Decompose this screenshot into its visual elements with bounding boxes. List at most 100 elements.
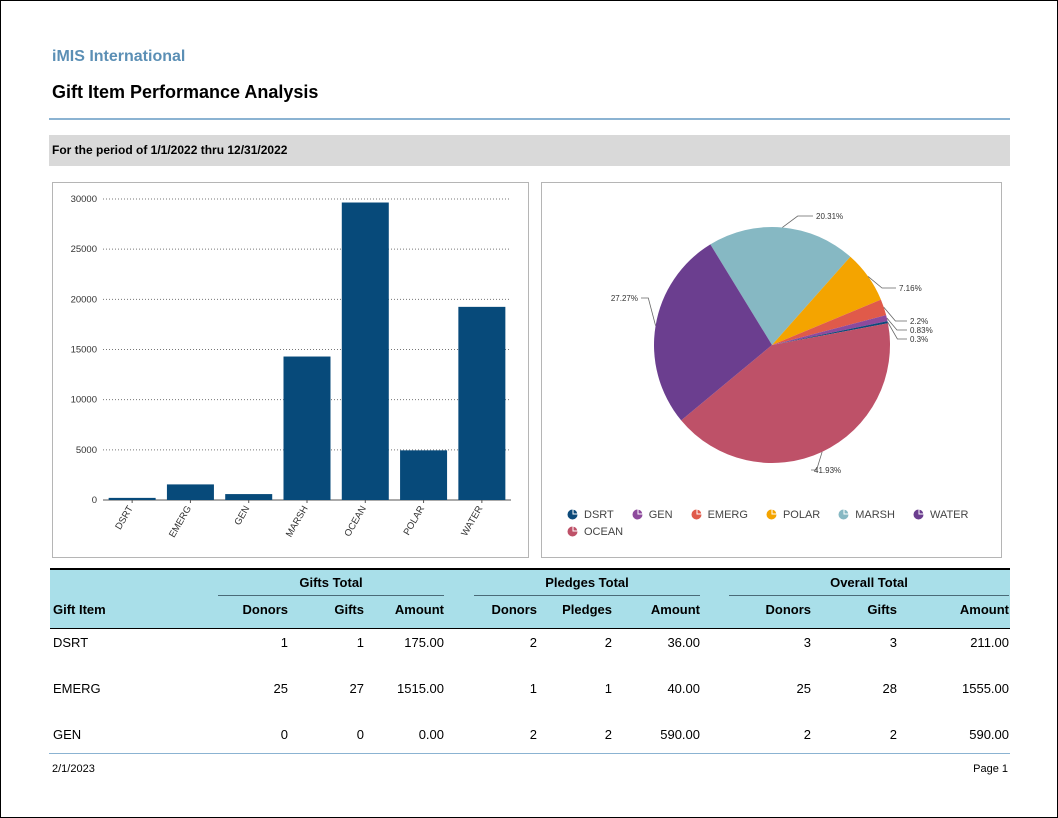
pie-label-marsh: 20.31% [816, 212, 843, 221]
bar-water [458, 306, 506, 500]
pie-label-polar: 7.16% [899, 284, 922, 293]
legend-label: OCEAN [584, 525, 624, 538]
pie-label-ocean: 41.93% [814, 466, 841, 475]
cell-gift-item: DSRT [53, 635, 89, 650]
bar-chart-panel: 0 5000 10000 15000 20000 25000 30000 DSRT EMERG G… [52, 182, 529, 558]
bar-polar [400, 450, 448, 500]
bar-dsrt [108, 497, 156, 500]
period-label: For the period of 1/1/2022 thru 12/31/20… [52, 143, 288, 157]
cell-gift-item: GEN [53, 727, 82, 742]
legend-item-dsrt: DSRT [567, 508, 614, 521]
pie-leader-line [782, 215, 813, 228]
cell-gift-item: EMERG [53, 681, 101, 696]
cell-gifts-gifts: 0 [356, 727, 364, 742]
cell-gifts-donors: 1 [280, 635, 288, 650]
group-overall-underline [729, 595, 1009, 596]
bar-marsh [283, 356, 331, 500]
y-tick-label: 0 [92, 495, 97, 506]
col-gifts-donors: Donors [242, 602, 289, 617]
cell-gifts-donors: 25 [273, 681, 288, 696]
pie-slice-ocean [681, 323, 890, 464]
cell-pledges-pledges: 2 [604, 727, 612, 742]
cell-overall-amount: 590.00 [969, 727, 1009, 742]
legend-label: WATER [929, 508, 969, 521]
legend-item-water: WATER [913, 508, 969, 521]
period-band: For the period of 1/1/2022 thru 12/31/20… [49, 135, 1010, 166]
group-gifts-total: Gifts Total [299, 575, 363, 590]
pie-swatch-icon [838, 509, 849, 520]
y-tick-label: 15000 [71, 345, 97, 356]
cell-overall-amount: 1555.00 [962, 681, 1009, 696]
pie-slice-marsh [710, 227, 851, 345]
cell-overall-donors: 3 [803, 635, 811, 650]
group-overall-total: Overall Total [830, 575, 908, 590]
pie-leader-line [883, 307, 907, 322]
pie-slice-dsrt [772, 321, 888, 345]
y-tick-label: 30000 [71, 194, 97, 205]
legend-item-marsh: MARSH [838, 508, 895, 521]
pie-chart-panel: 20.31% 7.16% 2.2% 0.83% 0.3% 41.93% 27.27% DSR… [541, 182, 1002, 558]
pie-leader-line [886, 317, 907, 331]
report-title: Gift Item Performance Analysis [52, 82, 319, 102]
table-row: GEN 0 0 0.00 2 2 590.00 2 2 590.00 [50, 727, 1010, 747]
pie-label-dsrt: 0.3% [910, 335, 928, 344]
cell-overall-amount: 211.00 [970, 635, 1009, 650]
cell-gifts-donors: 0 [280, 727, 288, 742]
legend-item-emerg: EMERG [691, 508, 748, 521]
col-overall-amount: Amount [959, 602, 1009, 617]
pie-slice-gen [772, 315, 888, 345]
legend-label: EMERG [707, 508, 748, 521]
y-tick-label: 10000 [71, 395, 97, 406]
x-tick-label: WATER [459, 504, 485, 538]
x-tick-label: EMERG [167, 504, 194, 540]
pie-swatch-icon [567, 526, 578, 537]
col-pledges-pledges: Pledges [562, 602, 612, 617]
table-row: DSRT 1 1 175.00 2 2 36.00 3 3 211.00 [50, 635, 1010, 655]
group-gifts-underline [218, 595, 444, 596]
cell-gifts-gifts: 1 [356, 635, 364, 650]
footer-date: 2/1/2023 [52, 763, 95, 775]
pie-chart: 20.31% 7.16% 2.2%0.83%0.3% 41.93% 27.27% [611, 212, 933, 475]
group-pledges-underline [474, 595, 700, 596]
pie-label-water: 27.27% [611, 294, 638, 303]
bar-ocean [341, 202, 389, 501]
bar-gen [225, 494, 273, 500]
x-tick-label: MARSH [284, 504, 311, 539]
cell-overall-gifts: 2 [889, 727, 897, 742]
group-pledges-total: Pledges Total [545, 575, 629, 590]
legend-label: MARSH [855, 508, 895, 521]
col-pledges-amount: Amount [650, 602, 700, 617]
bar-emerg [166, 484, 214, 500]
x-tick-label: GEN [232, 504, 252, 527]
cell-pledges-amount: 40.00 [667, 681, 700, 696]
cell-pledges-donors: 1 [529, 681, 537, 696]
cell-pledges-donors: 2 [529, 727, 537, 742]
table-header: Gifts Total Pledges Total Overall Total … [50, 568, 1010, 629]
cell-pledges-donors: 2 [529, 635, 537, 650]
header-divider [49, 118, 1010, 120]
pie-leader-line [641, 297, 656, 326]
cell-overall-donors: 2 [803, 727, 811, 742]
pie-slice-polar [772, 256, 881, 345]
org-name: iMIS International [52, 48, 186, 65]
pie-leader-line [867, 276, 896, 289]
cell-gifts-amount: 1515.00 [397, 681, 444, 696]
cell-pledges-amount: 590.00 [660, 727, 700, 742]
legend-label: POLAR [782, 508, 821, 521]
legend-label: GEN [648, 508, 673, 521]
col-gifts-amount: Amount [394, 602, 444, 617]
table-row: EMERG 25 27 1515.00 1 1 40.00 25 28 1555… [50, 681, 1010, 701]
col-overall-donors: Donors [765, 602, 812, 617]
cell-overall-donors: 25 [796, 681, 811, 696]
pie-swatch-icon [766, 509, 777, 520]
legend-label: DSRT [584, 508, 614, 521]
cell-overall-gifts: 3 [889, 635, 897, 650]
cell-pledges-pledges: 2 [604, 635, 612, 650]
cell-gifts-amount: 0.00 [418, 727, 444, 742]
cell-overall-gifts: 28 [882, 681, 897, 696]
pie-swatch-icon [567, 509, 578, 520]
y-tick-label: 5000 [76, 445, 97, 456]
y-tick-label: 20000 [71, 294, 97, 305]
cell-gifts-gifts: 27 [349, 681, 364, 696]
